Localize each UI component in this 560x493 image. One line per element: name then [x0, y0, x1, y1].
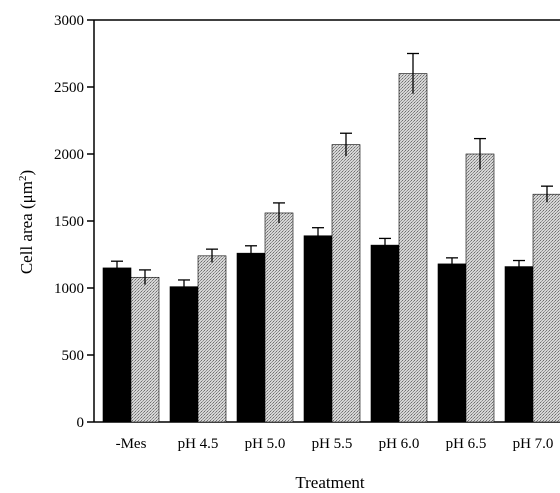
y-tick-label: 3000	[54, 13, 84, 29]
x-tick-label: pH 7.0	[513, 436, 554, 452]
bar-series1	[303, 235, 333, 423]
plot-area: 0 500 1000 1500 2000 2500 3000 -Mes pH 4.5 pH 5.0…	[54, 13, 560, 452]
y-axis-title-close: )	[17, 170, 36, 176]
bar-series2	[264, 212, 294, 423]
y-axis-title-main: Cell area (μm	[17, 181, 36, 274]
y-tick-label: 0	[77, 415, 85, 431]
bar-series1	[370, 244, 400, 423]
bar-series1	[169, 286, 199, 423]
bar-series2	[465, 153, 495, 423]
y-tick-label: 1000	[54, 281, 84, 297]
y-tick-label: 2000	[54, 147, 84, 163]
bar-series1	[102, 267, 132, 423]
x-tick-label: pH 5.0	[245, 436, 286, 452]
bar-series1	[504, 266, 534, 423]
bar-series2	[331, 144, 361, 423]
y-axis-title-superscript: 2	[17, 176, 29, 182]
x-tick-label: pH 4.5	[178, 436, 219, 452]
bar-series2	[398, 73, 428, 423]
x-tick-label: pH 6.0	[379, 436, 420, 452]
x-axis-title: Treatment	[295, 473, 365, 492]
y-axis-title: Cell area (μm2)	[17, 170, 36, 274]
y-tick-label: 1500	[54, 214, 84, 230]
bar-series2	[130, 276, 160, 423]
y-tick-label: 500	[62, 348, 85, 364]
x-tick-label: pH 5.5	[312, 436, 353, 452]
bar-series2	[197, 255, 227, 423]
x-tick-label: -Mes	[116, 436, 147, 452]
y-tick-label: 2500	[54, 80, 84, 96]
bar-series1	[437, 263, 467, 423]
bar-series1	[236, 252, 266, 423]
x-tick-label: pH 6.5	[446, 436, 487, 452]
bar-series2	[532, 193, 560, 423]
